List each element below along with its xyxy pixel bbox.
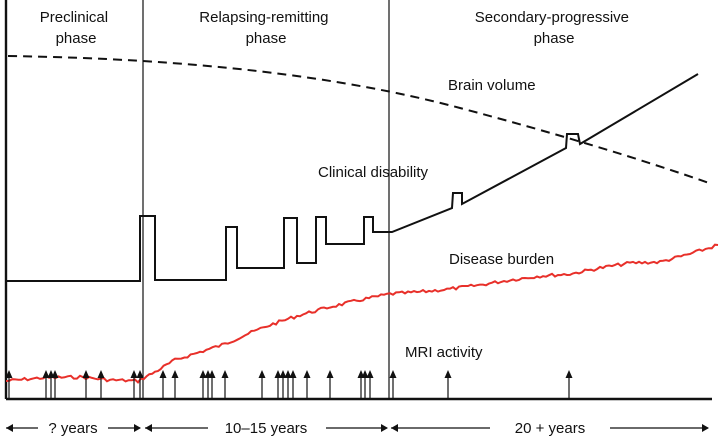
brain-volume-label: Brain volume: [448, 77, 536, 94]
mri-arrow-head: [274, 370, 282, 378]
disease-burden-label: Disease burden: [449, 251, 554, 268]
arrowhead-left: [391, 424, 398, 432]
mri-arrow-head: [279, 370, 287, 378]
mri-arrow-head: [5, 370, 13, 378]
mri-arrow-head: [284, 370, 292, 378]
disease-burden-curve: [5, 243, 719, 384]
arrowhead-left: [145, 424, 152, 432]
arrowhead-left: [6, 424, 13, 432]
mri-arrow-head: [97, 370, 105, 378]
mri-arrow-head: [42, 370, 50, 378]
clinical-disability-label: Clinical disability: [318, 164, 429, 181]
mri-arrow-head: [289, 370, 297, 378]
arrowhead-right: [381, 424, 388, 432]
timeline-label: ? years: [48, 420, 97, 437]
timeline-preclinical: ? years: [6, 420, 141, 437]
mri-arrow-head: [326, 370, 334, 378]
timeline-label: 20 + years: [515, 420, 585, 437]
timeline-secondary-progressive: 20 + years: [391, 420, 709, 437]
mri-arrow-head: [303, 370, 311, 378]
mri-arrow-head: [389, 370, 397, 378]
mri-arrow-head: [565, 370, 573, 378]
mri-activity-arrows: [5, 370, 573, 398]
mri-arrow-head: [361, 370, 369, 378]
clinical-disability-curve: [6, 73, 699, 282]
mri-activity-label: MRI activity: [405, 344, 483, 361]
phase-label-preclinical: Preclinical phase: [40, 9, 113, 47]
timeline-label: 10–15 years: [225, 420, 308, 437]
arrowhead-right: [134, 424, 141, 432]
mri-arrow-head: [159, 370, 167, 378]
mri-arrow-head: [82, 370, 90, 378]
mri-arrow-head: [136, 370, 144, 378]
phase-label-secondary-progressive: Secondary-progressive phase: [475, 9, 633, 47]
mri-arrow-head: [199, 370, 207, 378]
mri-arrow-head: [51, 370, 59, 378]
mri-arrow-head: [258, 370, 266, 378]
mri-arrow-head: [366, 370, 374, 378]
arrowhead-right: [702, 424, 709, 432]
phase-label-relapsing-remitting: Relapsing-remitting phase: [199, 9, 332, 47]
timeline-relapsing-remitting: 10–15 years: [145, 420, 388, 437]
mri-arrow-head: [221, 370, 229, 378]
mri-arrow-head: [171, 370, 179, 378]
mri-arrow-head: [444, 370, 452, 378]
mri-arrow-head: [130, 370, 138, 378]
mri-arrow-head: [208, 370, 216, 378]
